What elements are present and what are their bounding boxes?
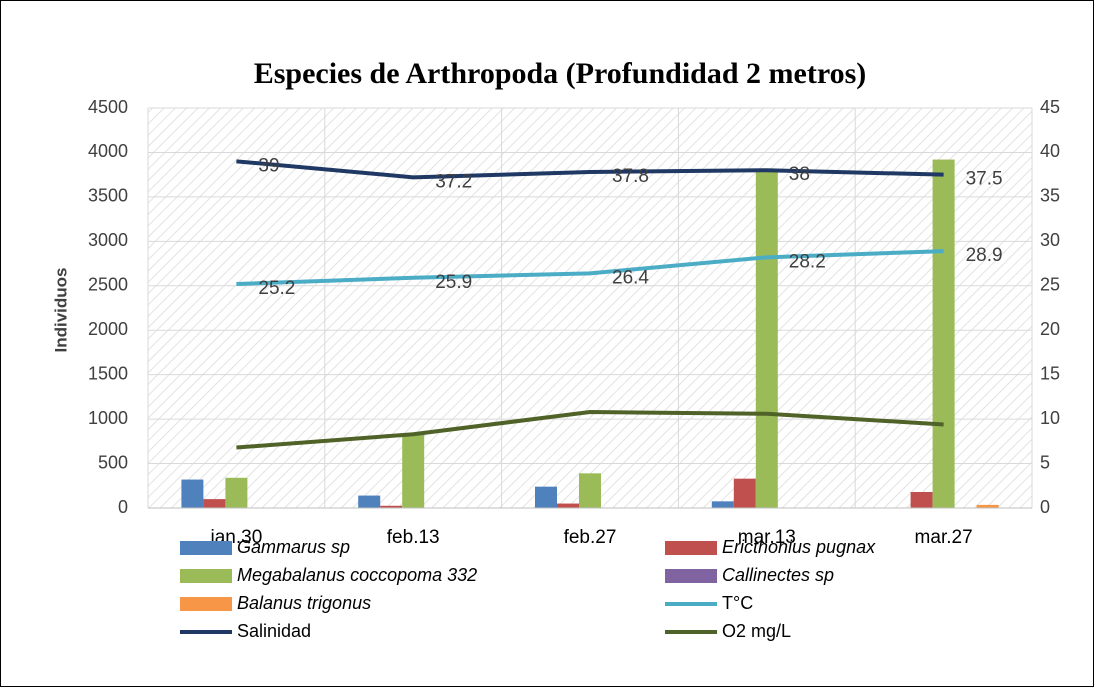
y-tick-label: 3000 — [88, 230, 128, 250]
y-tick-label: 1500 — [88, 363, 128, 383]
legend-swatch — [665, 569, 717, 583]
legend-label: T°C — [722, 593, 753, 613]
y2-tick-label: 0 — [1040, 497, 1050, 517]
data-label: 26.4 — [612, 267, 649, 288]
x-tick-label: mar.13 — [738, 527, 796, 548]
legend-label: Gammarus sp — [237, 537, 350, 557]
x-tick-label: mar.27 — [915, 527, 973, 548]
data-label: 28.9 — [966, 245, 1003, 266]
y2-tick-label: 25 — [1040, 275, 1060, 295]
bar — [711, 501, 734, 508]
line — [236, 159, 944, 180]
legend-swatch — [665, 541, 717, 555]
legend-swatch — [180, 541, 232, 555]
bar — [535, 486, 557, 508]
bar — [181, 479, 204, 508]
bar — [203, 499, 226, 508]
bar — [910, 492, 933, 508]
y-tick-label: 3500 — [88, 186, 128, 206]
line — [236, 409, 944, 450]
data-label: 25.2 — [258, 278, 295, 299]
data-label: 39 — [258, 155, 279, 176]
y-axis-title: Individuos — [51, 268, 70, 353]
bar — [579, 473, 601, 508]
legend-swatch — [180, 569, 232, 583]
data-label: 28.2 — [789, 251, 826, 272]
y-tick-label: 4500 — [88, 97, 128, 117]
y-tick-label: 2000 — [88, 319, 128, 339]
data-label: 37.2 — [435, 171, 472, 192]
bar — [932, 159, 955, 509]
y2-tick-label: 40 — [1040, 141, 1060, 161]
y2-tick-label: 10 — [1040, 408, 1060, 428]
y2-tick-label: 35 — [1040, 186, 1060, 206]
y2-tick-label: 15 — [1040, 363, 1060, 383]
data-label: 25.9 — [435, 272, 472, 293]
legend-label: Salinidad — [237, 621, 311, 641]
data-label: 37.5 — [966, 169, 1003, 190]
plot-area — [148, 108, 1032, 508]
y2-tick-label: 45 — [1040, 97, 1060, 117]
y-tick-label: 4000 — [88, 141, 128, 161]
data-label: 37.8 — [612, 166, 649, 187]
legend-label: Callinectes sp — [722, 565, 834, 585]
legend-swatch — [180, 597, 232, 611]
bar — [976, 504, 999, 508]
bar — [755, 169, 778, 509]
y2-tick-label: 30 — [1040, 230, 1060, 250]
bar — [733, 478, 756, 508]
y-tick-label: 500 — [98, 452, 128, 472]
y2-tick-label: 5 — [1040, 452, 1050, 472]
legend-label: Ericthonius pugnax — [722, 537, 876, 557]
chart-title: Especies de Arthropoda (Profundidad 2 me… — [254, 57, 867, 90]
bar — [358, 495, 381, 508]
data-label: 38 — [789, 164, 810, 185]
x-tick-label: feb.13 — [387, 527, 440, 548]
y-tick-label: 2500 — [88, 275, 128, 295]
bar — [380, 505, 403, 508]
bar — [557, 503, 579, 508]
bar — [402, 434, 425, 508]
x-tick-label: feb.27 — [564, 527, 617, 548]
y-tick-label: 1000 — [88, 408, 128, 428]
legend-label: Megabalanus coccopoma 332 — [237, 565, 477, 585]
y2-tick-label: 20 — [1040, 319, 1060, 339]
y-tick-label: 0 — [118, 497, 128, 517]
legend-label: Balanus trigonus — [237, 593, 371, 613]
line — [236, 249, 944, 286]
legend-label: O2 mg/L — [722, 621, 791, 641]
bar — [225, 477, 248, 508]
